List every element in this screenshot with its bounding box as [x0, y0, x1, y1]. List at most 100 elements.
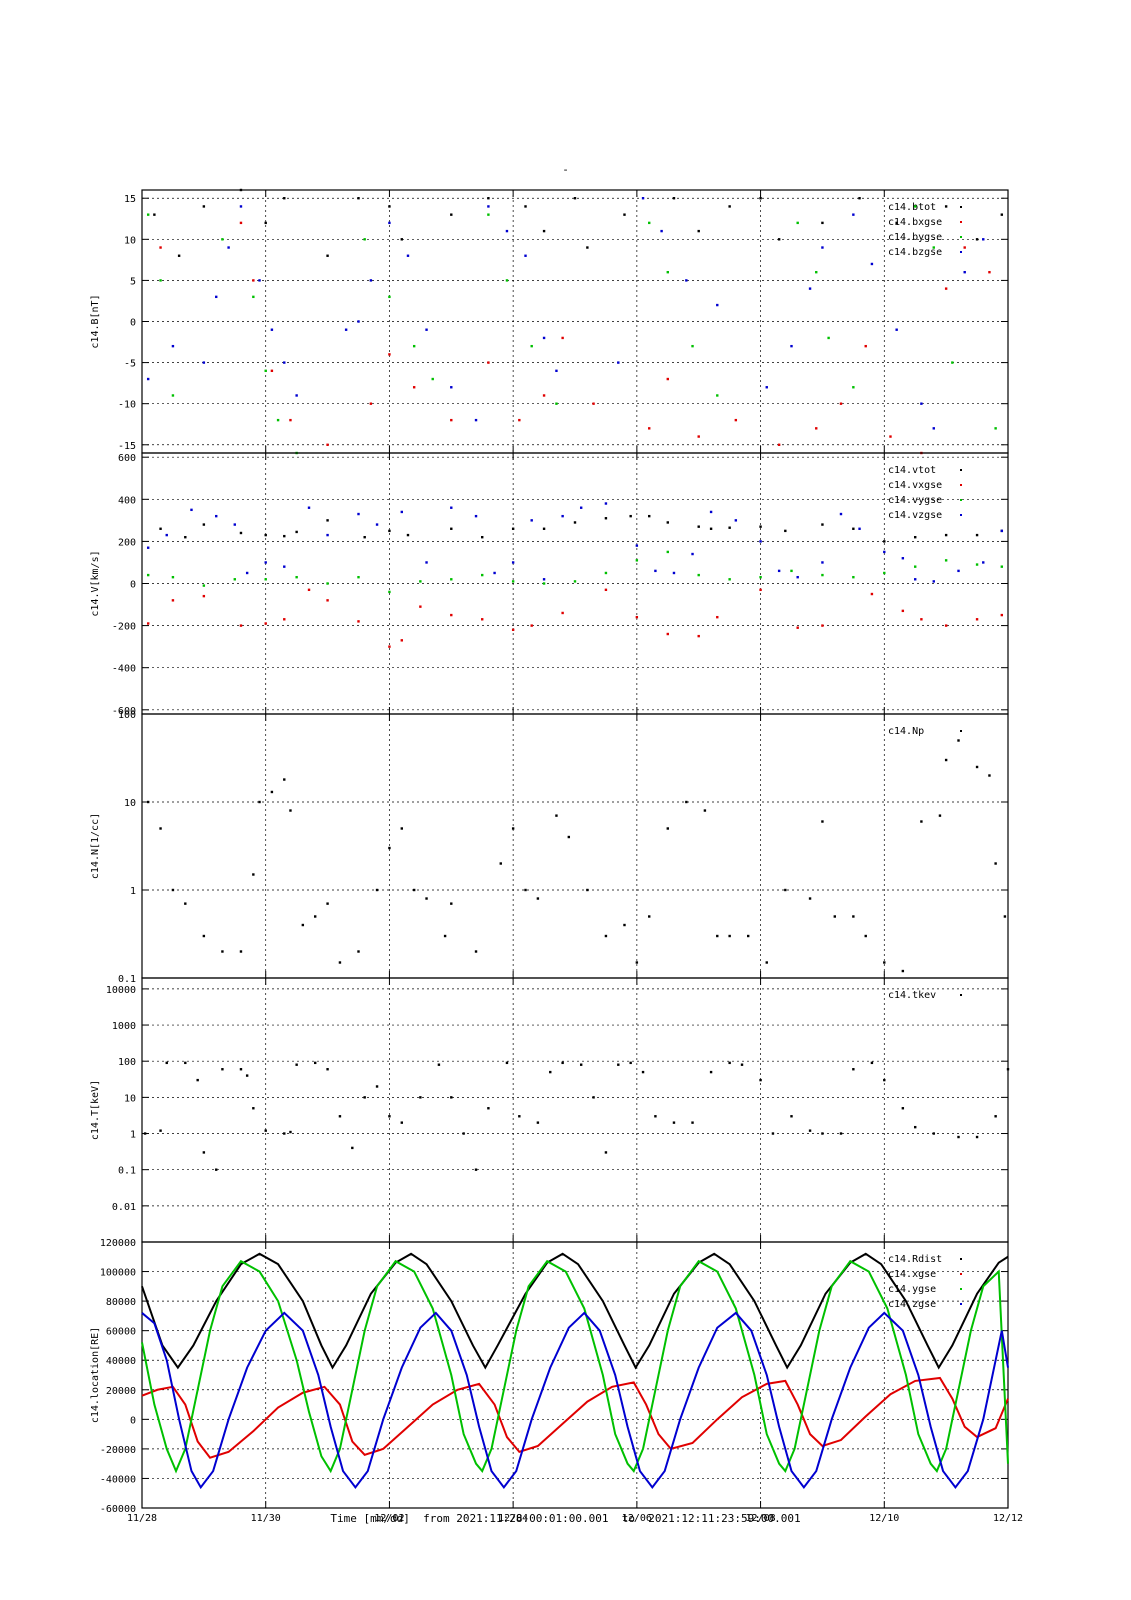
- series-c14-vzgse-point: [901, 557, 905, 560]
- series-c14-Np-point: [499, 862, 502, 865]
- series-c14-bxgse-point: [777, 443, 781, 446]
- series-c14-Rdist-line: [141, 1252, 1009, 1370]
- legend-label: c14.bxgse: [888, 217, 942, 228]
- y-tick-label: -15: [118, 441, 136, 452]
- series-c14-bzgse-point: [357, 320, 360, 323]
- series-c14-vygse-point: [171, 575, 175, 579]
- series-c14-vzgse-point: [511, 561, 515, 564]
- series-c14-Np-point: [728, 934, 731, 938]
- series-c14-xgse-line: [141, 1376, 1009, 1459]
- series-c14-vtot-point: [450, 527, 453, 530]
- series-c14-tkev-point: [487, 1107, 490, 1110]
- series-c14-bzgse-point: [685, 279, 688, 282]
- y-tick-label: -60000: [100, 1504, 136, 1515]
- series-c14-Np-point: [685, 800, 688, 804]
- panel-location: -60000 -40000 -20000 0 20000 40000 60000 80000 1…: [90, 1238, 1009, 1515]
- series-c14-vtot-point: [666, 521, 669, 524]
- series-c14-tkev-point: [196, 1078, 199, 1082]
- series-c14-vygse-point: [944, 559, 948, 562]
- series-c14-bxgse-point: [159, 246, 162, 249]
- series-c14-bxgse-point: [734, 418, 738, 422]
- y-tick-label: 1: [130, 1130, 136, 1141]
- series-c14-vxgse-point: [511, 628, 515, 632]
- series-c14-Np-point: [765, 961, 768, 964]
- series-c14-Np-point: [883, 961, 886, 964]
- series-c14-vygse-point: [146, 573, 150, 577]
- series-c14-vxgse-point: [388, 645, 391, 648]
- panel-frame: [141, 1241, 1009, 1509]
- series-c14-vygse-point: [542, 582, 546, 585]
- series-c14-tkev-point: [450, 1096, 453, 1099]
- series-c14-Np-point: [258, 800, 261, 804]
- series-c14-vtot-point: [511, 527, 515, 530]
- series-c14-vzgse-point: [375, 523, 379, 526]
- legend-label: c14.btot: [888, 202, 936, 213]
- series-c14-Np-point: [784, 888, 787, 892]
- series-c14-bxgse-point: [487, 361, 490, 364]
- series-c14-tkev-point: [914, 1125, 917, 1129]
- series-c14-tkev-point: [505, 1061, 509, 1065]
- series-c14-vzgse-point: [1000, 529, 1004, 533]
- y-axis-label: c14.T[keV]: [90, 1080, 101, 1140]
- series-c14-tkev-point: [870, 1061, 874, 1065]
- y-tick-label: 5: [130, 276, 136, 287]
- series-c14-bzgse-point: [895, 328, 898, 331]
- series-c14-tkev-point: [239, 1068, 243, 1071]
- series-c14-bxgse-point: [412, 386, 416, 389]
- series-c14-vygse-point: [604, 571, 608, 575]
- series-c14-vtot-point: [295, 530, 298, 534]
- series-c14-bzgse-point: [487, 205, 490, 208]
- series-c14-bzgse-point: [258, 279, 261, 282]
- legend-swatch: [960, 484, 962, 486]
- series-c14-tkev-point: [1006, 1068, 1010, 1071]
- series-c14-bzgse-point: [808, 287, 812, 290]
- y-tick-label: 100000: [100, 1268, 136, 1279]
- series-c14-btot-point: [1000, 213, 1004, 216]
- series-c14-btot-point: [759, 197, 762, 200]
- series-c14-Np-point: [944, 758, 948, 762]
- series-c14-vzgse-point: [450, 506, 453, 509]
- series-c14-bxgse-point: [864, 344, 867, 348]
- series-c14-Np-point: [975, 765, 979, 769]
- legend-swatch: [960, 206, 962, 208]
- series-c14-vzgse-point: [215, 514, 218, 518]
- series-c14-vygse-point: [481, 573, 484, 577]
- series-c14-tkev-point: [264, 1129, 267, 1132]
- series-c14-vzgse-point: [264, 561, 267, 564]
- y-tick-label: 1000: [112, 1021, 136, 1032]
- series-c14-vxgse-point: [901, 609, 905, 613]
- series-c14-vxgse-point: [530, 624, 533, 627]
- series-c14-bzgse-point: [660, 229, 663, 233]
- series-c14-vxgse-point: [666, 632, 669, 636]
- series-c14-tkev-point: [283, 1132, 286, 1135]
- series-c14-zgse-line: [141, 1311, 1009, 1490]
- series-c14-bygse-point: [815, 270, 818, 274]
- series-c14-tkev-point: [932, 1132, 935, 1135]
- series-c14-vzgse-point: [190, 508, 193, 512]
- series-c14-bzgse-point: [474, 418, 478, 422]
- series-c14-bxgse-point: [648, 427, 651, 430]
- series-c14-btot-point: [357, 197, 360, 200]
- series-c14-vygse-point: [357, 575, 360, 579]
- series-c14-vtot-point: [697, 525, 700, 528]
- series-c14-bygse-point: [796, 221, 799, 225]
- y-tick-label: 120000: [100, 1238, 136, 1249]
- series-c14-btot-point: [283, 197, 286, 200]
- series-c14-Np-point: [326, 902, 329, 905]
- series-c14-vxgse-point: [561, 611, 564, 615]
- series-c14-btot-point: [542, 229, 546, 233]
- series-c14-tkev-point: [295, 1063, 298, 1066]
- series-c14-vtot-point: [184, 535, 187, 539]
- y-tick-label: 1: [130, 886, 136, 897]
- series-c14-Np-point: [988, 774, 991, 777]
- series-c14-vzgse-point: [635, 544, 639, 547]
- series-c14-bxgse-point: [666, 377, 669, 381]
- series-c14-tkev-point: [419, 1096, 422, 1099]
- series-c14-vtot-point: [542, 527, 546, 530]
- series-c14-Np-point: [474, 950, 478, 953]
- series-c14-tkev-point: [883, 1078, 886, 1082]
- series-c14-bygse-point: [716, 394, 719, 397]
- series-c14-tkev-point: [252, 1107, 255, 1110]
- series-c14-vxgse-point: [146, 622, 150, 625]
- legend-label: c14.tkev: [888, 990, 936, 1001]
